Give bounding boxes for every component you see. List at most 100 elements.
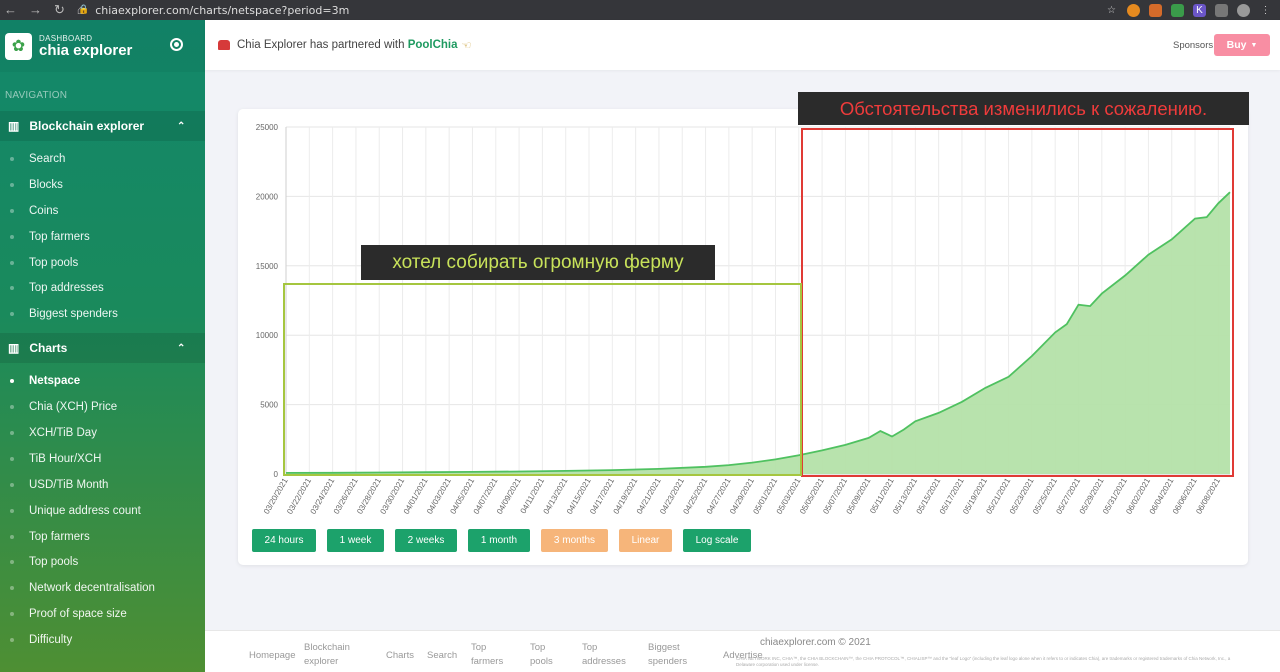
sidebar-item-label: Coins [29,204,59,217]
footer-link-biggest-spenders[interactable]: Biggest spenders [648,642,688,667]
sidebar-item-top-addresses[interactable]: Top addresses [0,275,205,301]
sidebar-section-0[interactable]: ▥ Blockchain explorer ⌃ [0,111,205,141]
footer-link-blockchain-explorer[interactable]: Blockchain explorer [304,642,350,667]
sidebar-section-1[interactable]: ▥ Charts ⌃ [0,333,205,364]
period-button-log-scale[interactable]: Log scale [683,529,751,552]
sidebar-item-label: Netspace [29,375,81,388]
brand-dashboard-label: DASHBOARD [39,34,93,43]
buy-button[interactable]: Buy ▼ [1214,34,1270,56]
sidebar-item-blocks[interactable]: Blocks [0,172,205,198]
footer-link-top-pools[interactable]: Top pools [530,642,553,667]
partner-message-text: Chia Explorer has partnered with [237,39,405,51]
sidebar-item-top-farmers[interactable]: Top farmers [0,224,205,250]
sidebar-item-label: Top pools [29,556,79,569]
buy-button-label: Buy [1226,39,1247,51]
chart-table-icon: ▥ [8,341,20,356]
bullet-icon [10,405,14,410]
period-button-24-hours[interactable]: 24 hours [252,529,316,552]
extension-bar: ☆ K ⋮ [1105,3,1280,17]
sidebar-item-difficulty[interactable]: Difficulty [0,627,205,653]
extension-k-icon[interactable]: K [1193,3,1206,17]
star-icon[interactable]: ☆ [1107,4,1116,16]
sidebar-item-biggest-spenders[interactable]: Biggest spenders [0,301,205,327]
bullet-icon [10,182,14,187]
sidebar-item-top-pools[interactable]: Top pools [0,549,205,575]
green-annotation-label: хотел собирать огромную ферму [361,245,715,280]
footer-copyright: chiaexplorer.com © 2021 [760,637,871,648]
period-button-1-week[interactable]: 1 week [327,529,384,552]
caret-down-icon: ▼ [1250,41,1258,49]
sidebar-item-label: Top farmers [29,230,90,243]
browser-toolbar: ← → ↻ ⌂ 🔒 chiaexplorer.com/charts/netspa… [0,0,1280,20]
period-buttons: 24 hours 1 week 2 weeks 1 month 3 months Line… [252,529,751,552]
partner-link[interactable]: PoolChia [407,39,458,51]
sidebar-item-top-farmers[interactable]: Top farmers [0,524,205,550]
home-icon[interactable]: ⌂ [76,2,85,17]
extension-orange-icon[interactable] [1127,3,1140,17]
sidebar-item-label: Chia (XCH) Price [29,401,118,414]
period-button-1-month[interactable]: 1 month [468,529,530,552]
sidebar-item-network-decentralisation[interactable]: Network decentralisation [0,575,205,601]
bullet-icon [10,379,14,384]
y-tick-label: 20000 [256,192,279,201]
bullet-icon [10,560,14,565]
sidebar-item-label: XCH/TiB Day [29,426,97,439]
sidebar-item-search[interactable]: Search [0,146,205,172]
footer-link-homepage[interactable]: Homepage [249,650,296,661]
extension-clover-icon[interactable] [1171,3,1184,17]
footer-link-top-addresses[interactable]: Top addresses [582,642,626,667]
announcement-icon [218,40,230,50]
bullet-icon [10,430,14,435]
green-annotation-box [283,283,802,476]
sidebar-item-chia-xch-price[interactable]: Chia (XCH) Price [0,394,205,420]
table-icon: ▥ [8,119,20,133]
x-tick-label: 06/08/2021 [1194,476,1222,516]
profile-avatar[interactable] [1237,3,1250,17]
y-tick-label: 25000 [256,123,279,132]
footer-link-search[interactable]: Search [427,650,458,661]
period-button-2-weeks[interactable]: 2 weeks [395,529,457,552]
y-tick-label: 0 [274,470,279,479]
sidebar-item-top-pools[interactable]: Top pools [0,250,205,276]
sidebar-item-coins[interactable]: Coins [0,198,205,224]
sidebar-item-usd-tib-month[interactable]: USD/TiB Month [0,472,205,498]
sidebar-item-tib-hour-xch[interactable]: TiB Hour/XCH [0,446,205,472]
forward-icon[interactable]: → [29,2,42,17]
reload-icon[interactable]: ↻ [54,2,65,17]
bullet-icon [10,482,14,487]
period-button-linear[interactable]: Linear [619,529,672,552]
chia-leaf-logo-icon: ✿ [5,32,32,60]
back-icon[interactable]: ← [4,2,17,17]
sidebar-item-label: Search [29,152,66,165]
sidebar-item-label: Biggest spenders [29,308,118,321]
bullet-icon [10,208,14,213]
sidebar-section-title: Charts [29,341,68,356]
sidebar-item-netspace[interactable]: Netspace [0,368,205,394]
sidebar-item-label: Top pools [29,256,79,269]
sponsors-label: Sponsors: [1173,39,1216,51]
footer-link-top-farmers[interactable]: Top farmers [471,642,504,667]
sidebar-sections: ▥ Blockchain explorer ⌃ Search Blocks Coins To… [0,111,205,659]
sidebar-item-label: Network decentralisation [29,582,155,595]
sidebar-item-label: Proof of space size [29,608,127,621]
sidebar-item-unique-address-count[interactable]: Unique address count [0,498,205,524]
netspace-chart-card: 0 5000 10000 15000 20000 25000 03/20/2021 03/22… [238,109,1248,565]
bullet-icon [10,612,14,617]
nav-heading: NAVIGATION [5,90,68,101]
address-bar[interactable]: 🔒 chiaexplorer.com/charts/netspace?perio… [78,4,1105,17]
bullet-icon [10,534,14,539]
menu-icon[interactable]: ⋮ [1260,4,1271,16]
sidebar-toggle-icon[interactable] [170,38,183,51]
footer-link-advertise[interactable]: Advertise [723,650,763,661]
sidebar-item-xch-tib-day[interactable]: XCH/TiB Day [0,420,205,446]
brand[interactable]: ✿ DASHBOARD chia explorer [0,20,205,72]
extension-fox-icon[interactable] [1149,3,1162,17]
address-text[interactable]: chiaexplorer.com/charts/netspace?period=… [95,3,350,17]
period-button-3-months[interactable]: 3 months [541,529,608,552]
y-tick-label: 10000 [256,331,279,340]
pointing-hand-icon: ☜ [461,39,472,52]
red-annotation-label: Обстоятельства изменились к сожалению. [798,92,1249,125]
footer-link-charts[interactable]: Charts [386,650,414,661]
sidebar-item-proof-of-space-size[interactable]: Proof of space size [0,601,205,627]
extensions-puzzle-icon[interactable] [1215,3,1228,17]
